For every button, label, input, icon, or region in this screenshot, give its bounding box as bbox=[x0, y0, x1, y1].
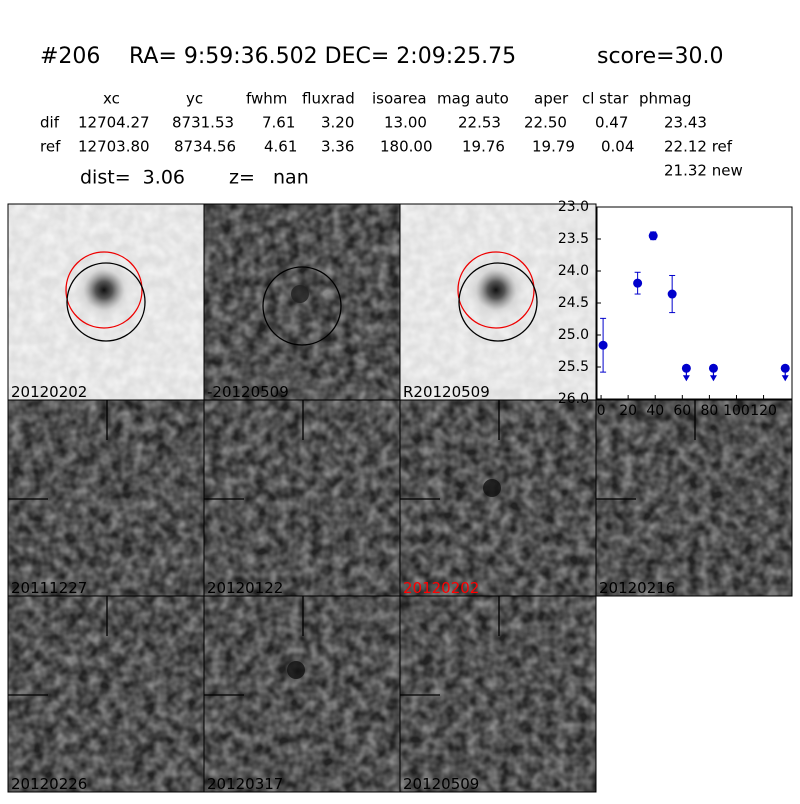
x-tick-label: 120 bbox=[750, 403, 777, 419]
stamp: 20120202 bbox=[399, 399, 597, 597]
row-label: ref bbox=[40, 138, 61, 156]
redshift: z= nan bbox=[229, 167, 309, 189]
point bbox=[780, 363, 790, 373]
stamp-label: -20120509 bbox=[207, 383, 289, 401]
point bbox=[708, 363, 718, 373]
column-header: isoarea bbox=[372, 90, 427, 108]
y-tick-label: 23.0 bbox=[558, 199, 589, 215]
stamp-label: 20111227 bbox=[11, 579, 87, 597]
stamp: 20120122 bbox=[203, 399, 401, 597]
cell: 12704.27 bbox=[78, 114, 150, 132]
column-header: cl star bbox=[582, 90, 629, 108]
cell: 3.36 bbox=[321, 138, 354, 156]
stamp: 20120226 bbox=[7, 595, 205, 793]
stamp: -20120509 bbox=[203, 203, 401, 401]
cell: 22.50 bbox=[524, 114, 567, 132]
coordinates: RA= 9:59:36.502 DEC= 2:09:25.75 bbox=[129, 44, 516, 69]
y-tick-label: 24.0 bbox=[558, 263, 589, 279]
y-tick-label: 26.0 bbox=[558, 391, 589, 407]
stamp-label: 20120202 bbox=[11, 383, 87, 401]
column-header: phmag bbox=[639, 90, 691, 108]
column-header: yc bbox=[186, 90, 203, 108]
column-header: mag auto bbox=[437, 90, 509, 108]
stamp: 20120202 bbox=[7, 203, 205, 401]
cell: 19.79 bbox=[532, 138, 575, 156]
stamp: R20120509 bbox=[399, 203, 597, 401]
stamp-label: 20120122 bbox=[207, 579, 283, 597]
cell: 3.20 bbox=[321, 114, 354, 132]
distance: dist= 3.06 bbox=[80, 167, 185, 189]
cell: 13.00 bbox=[384, 114, 427, 132]
table: xc yc fwhm fluxrad isoarea mag auto aper cl sta… bbox=[40, 90, 743, 180]
y-tick-label: 23.5 bbox=[558, 231, 589, 247]
cell: 8734.56 bbox=[174, 138, 236, 156]
stamp-label: 20120202 bbox=[403, 579, 479, 597]
x-tick-label: 40 bbox=[646, 403, 664, 419]
row-label: dif bbox=[40, 114, 60, 132]
point bbox=[681, 363, 691, 373]
cell: 4.61 bbox=[264, 138, 297, 156]
cell: 0.04 bbox=[601, 138, 634, 156]
cell: 23.43 bbox=[664, 114, 707, 132]
column-header: aper bbox=[534, 90, 569, 108]
stamp: 20120509 bbox=[399, 595, 597, 793]
x-tick-label: 80 bbox=[700, 403, 718, 419]
x-tick-label: 60 bbox=[673, 403, 691, 419]
stamp: 20120216 bbox=[595, 399, 793, 597]
x-tick-label: 0 bbox=[597, 403, 606, 419]
column-header: fwhm bbox=[246, 90, 287, 108]
column-header: fluxrad bbox=[302, 90, 355, 108]
score: score=30.0 bbox=[597, 44, 724, 69]
point bbox=[633, 278, 643, 288]
cell: 22.53 bbox=[458, 114, 501, 132]
stamp: 20111227 bbox=[7, 399, 205, 597]
cell: 0.47 bbox=[595, 114, 628, 132]
cell: 8731.53 bbox=[172, 114, 234, 132]
note: 21.32 new bbox=[664, 162, 743, 180]
object-id: #206 bbox=[40, 44, 100, 69]
cell: 7.61 bbox=[262, 114, 295, 132]
column-header: xc bbox=[103, 90, 120, 108]
cell: 180.00 bbox=[380, 138, 433, 156]
point bbox=[648, 231, 658, 241]
point bbox=[598, 340, 608, 350]
y-tick-label: 25.0 bbox=[558, 327, 589, 343]
stamp-label: 20120216 bbox=[599, 579, 675, 597]
y-tick-label: 24.5 bbox=[558, 295, 589, 311]
light-curve: 23.0 23.5 24.0 24.5 25.0 25.5 26.0 0 20 40 60 80 100… bbox=[558, 199, 793, 419]
stamp-label: R20120509 bbox=[403, 383, 490, 401]
stamp-label: 20120509 bbox=[403, 775, 479, 793]
y-tick-label: 25.5 bbox=[558, 359, 589, 375]
cell: 19.76 bbox=[462, 138, 505, 156]
x-tick-label: 100 bbox=[723, 403, 750, 419]
stamp-label: 20120226 bbox=[11, 775, 87, 793]
cell: 12703.80 bbox=[78, 138, 150, 156]
cell: 22.12 ref bbox=[664, 138, 733, 156]
stamp-label: 20120317 bbox=[207, 775, 283, 793]
stamp: 20120317 bbox=[203, 595, 401, 793]
x-tick-label: 20 bbox=[619, 403, 637, 419]
point bbox=[667, 289, 677, 299]
